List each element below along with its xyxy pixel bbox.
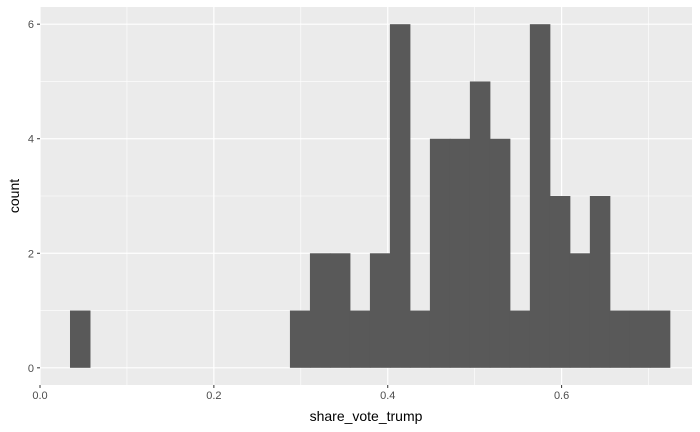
x-tick-label: 0.6 [554,390,569,402]
x-axis-ticks: 0.0 0.2 0.4 0.6 [32,385,569,402]
x-tick-label: 0.0 [32,390,47,402]
x-tick-label: 0.4 [380,390,395,402]
histogram-bar [489,138,511,368]
histogram-bar [389,24,411,368]
x-axis-title: share_vote_trump [310,408,423,424]
y-tick-label: 6 [28,19,34,31]
histogram-bar [449,138,471,368]
histogram-bar [469,81,491,368]
x-tick-label: 0.2 [206,390,221,402]
histogram-bar [289,310,311,368]
y-tick-label: 2 [28,248,34,260]
histogram-bar [409,310,431,368]
histogram-bar [309,253,331,368]
histogram-bar [549,196,571,368]
histogram-bar [429,138,451,368]
histogram-bars [69,24,671,368]
y-axis-title: count [6,179,22,213]
histogram-bar [609,310,631,368]
histogram-bar [349,310,371,368]
histogram-bar [69,310,91,368]
histogram-bar [529,24,551,368]
y-tick-label: 4 [28,134,34,146]
histogram-bar [509,310,531,368]
y-tick-label: 0 [28,363,34,375]
histogram-bar [629,310,651,368]
y-axis-ticks: 0 2 4 6 [28,19,40,375]
histogram-bar [649,310,671,368]
histogram-bar [369,253,391,368]
histogram-bar [589,196,611,368]
histogram-bar [329,253,351,368]
histogram-bar [569,253,591,368]
